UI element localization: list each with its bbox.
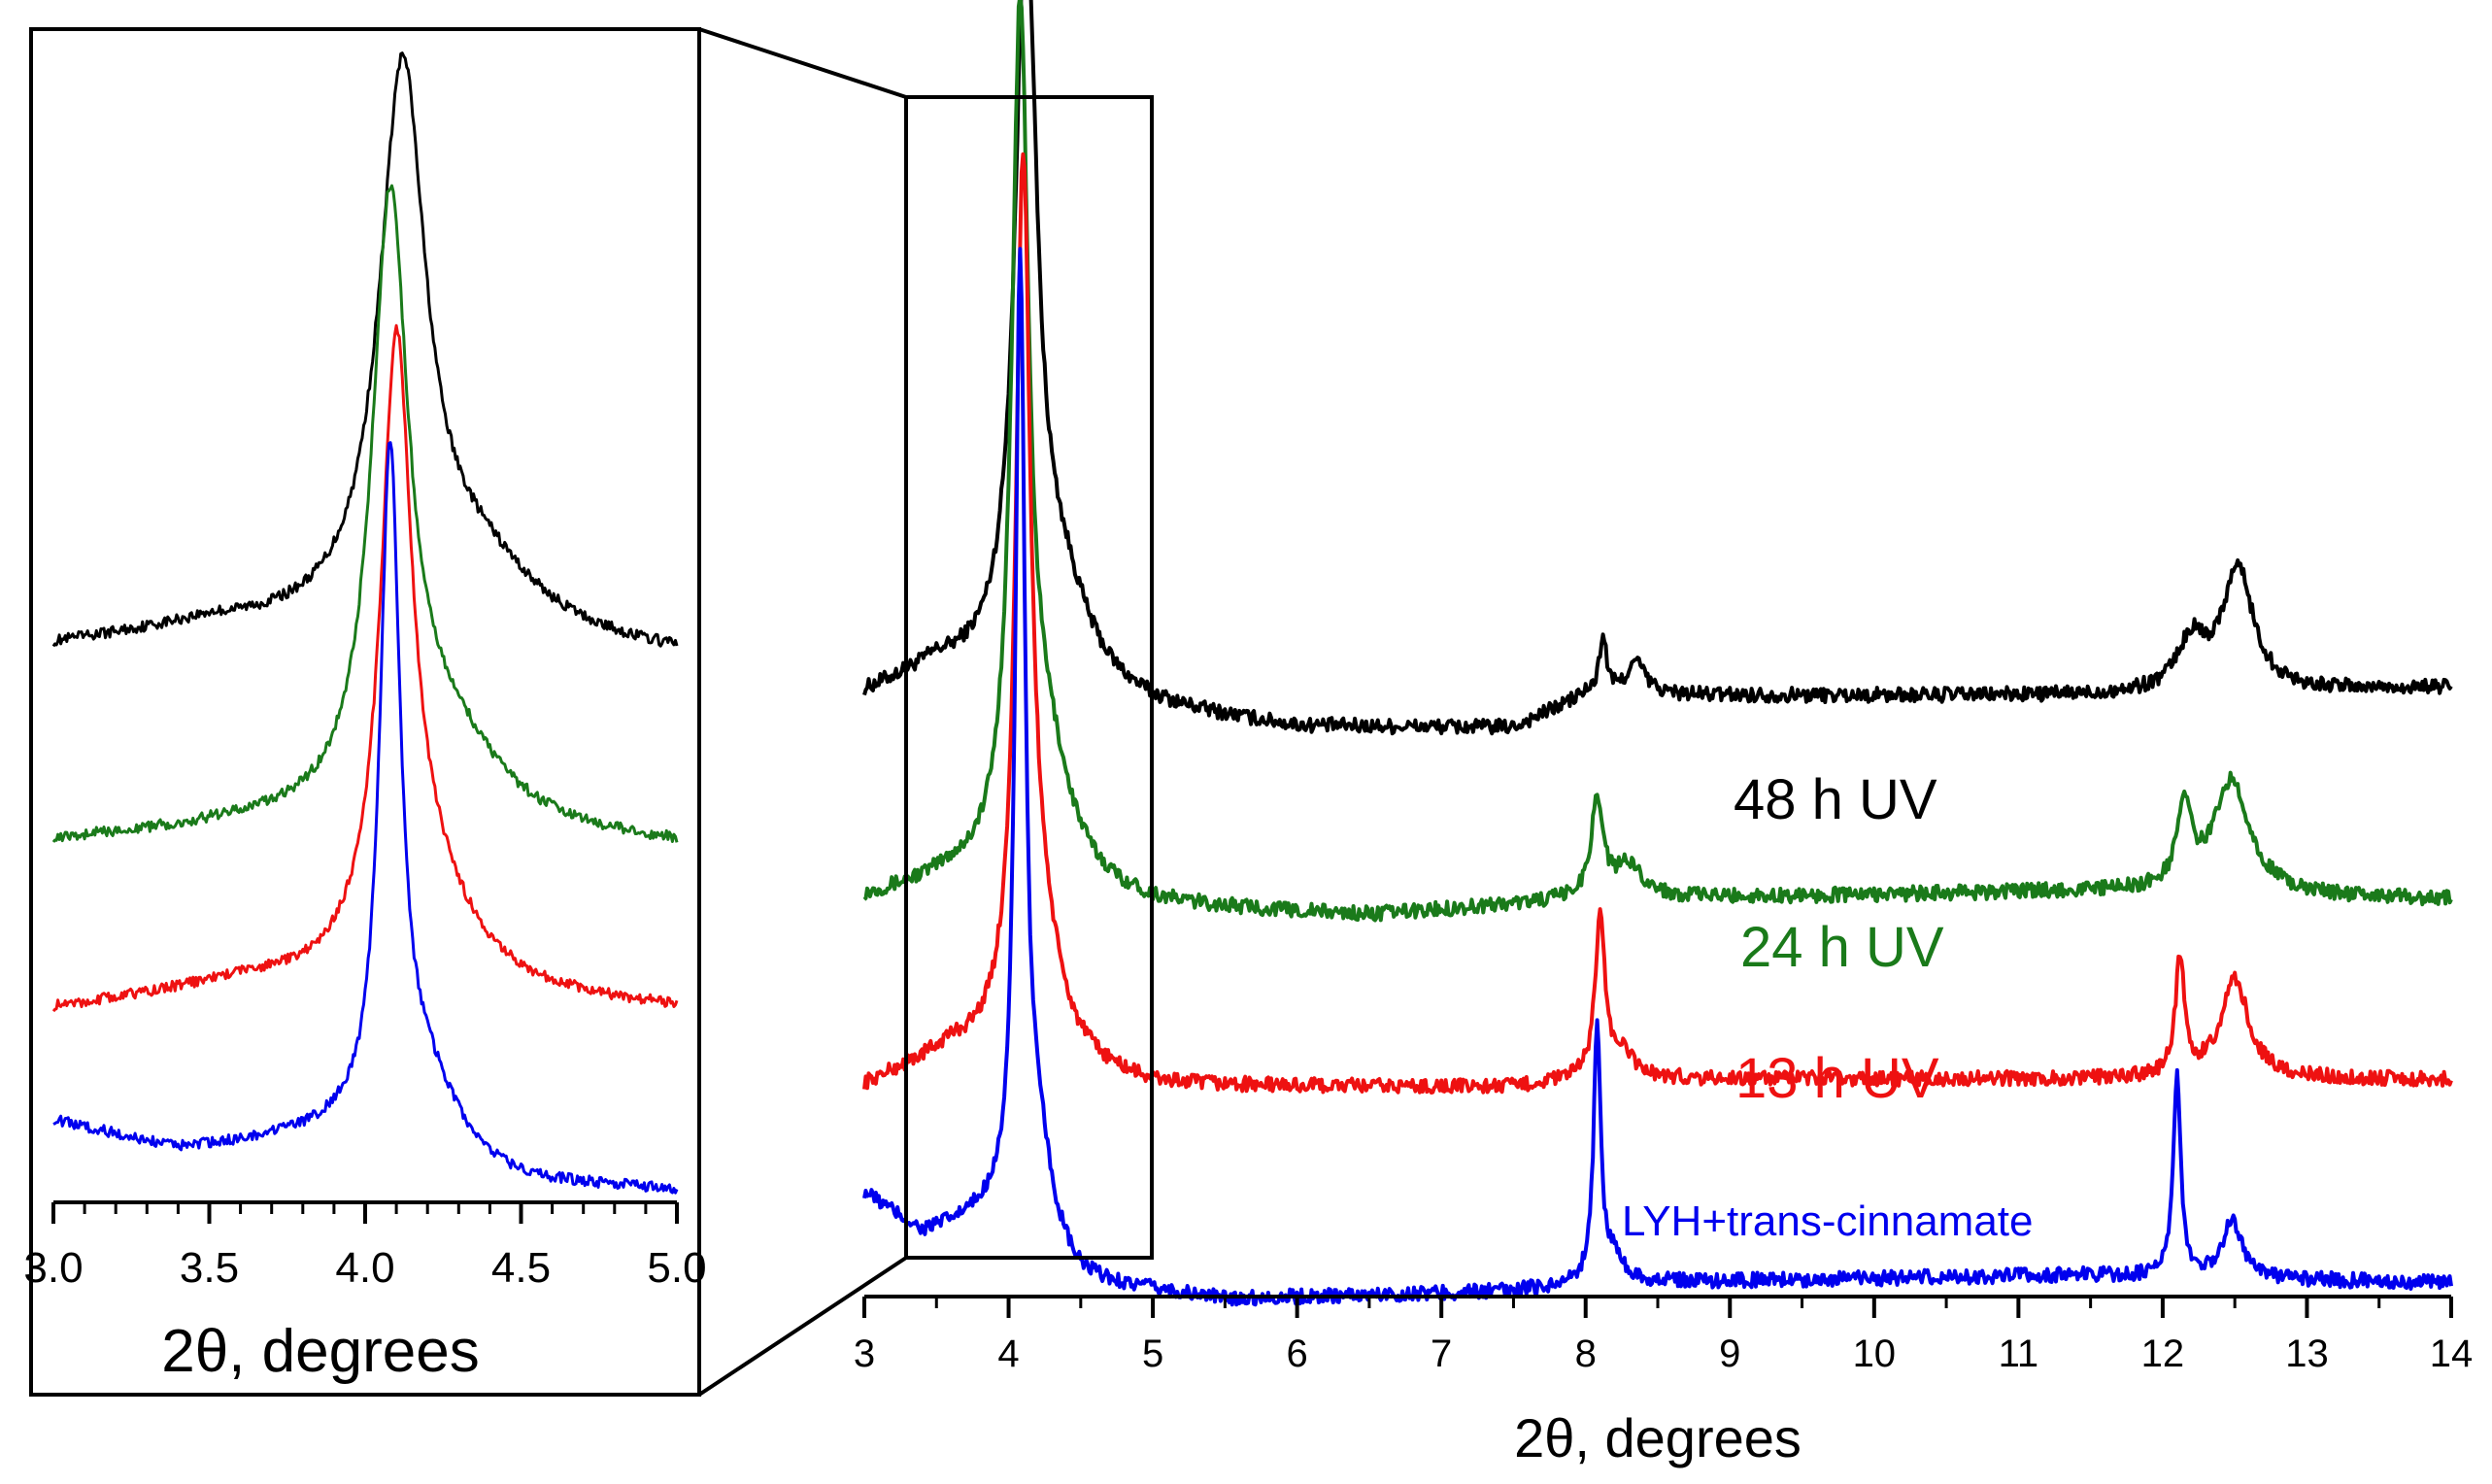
main-tick-label: 12 [2141, 1332, 2185, 1375]
inset-series-line-3 [52, 441, 679, 1195]
main-x-axis-title: 2θ, degrees [1514, 1407, 1802, 1468]
inset-x-ticks: 3.0 3.5 4.0 4.5 5.0 [23, 1202, 707, 1292]
inset-frame [29, 27, 701, 1397]
label-48h-uv: 48 h UV [1734, 768, 1937, 831]
zoom-connector-bottom [697, 1256, 908, 1397]
inset-x-axis-title: 2θ, degrees [161, 1318, 479, 1385]
main-tick-label: 11 [1999, 1332, 2039, 1375]
main-tick-label: 8 [1575, 1332, 1597, 1375]
inset-tick-label: 4.5 [491, 1244, 551, 1292]
inset-series-line-2 [51, 323, 679, 1013]
label-13h-uv: 13 h UV [1735, 1047, 1939, 1110]
main-tick-label: 6 [1287, 1332, 1308, 1375]
main-series-line-0 [862, 0, 2453, 736]
main-tick-label: 5 [1142, 1332, 1163, 1375]
main-series-line-1 [862, 0, 2453, 923]
main-tick-label: 7 [1431, 1332, 1452, 1375]
inset-series-line-1 [51, 184, 679, 843]
inset-tick-label: 5.0 [647, 1244, 706, 1292]
main-tick-label: 9 [1719, 1332, 1740, 1375]
main-tick-label: 14 [2430, 1332, 2474, 1375]
label-24h-uv: 24 h UV [1740, 916, 1944, 979]
inset-tick-label: 3.5 [180, 1244, 239, 1292]
main-series-line-3 [862, 247, 2453, 1307]
main-series-group [862, 0, 2453, 1307]
main-tick-label: 10 [1853, 1332, 1897, 1375]
inset-tick-label: 3.0 [23, 1244, 83, 1292]
zoom-connector-top [698, 27, 907, 99]
main-tick-label: 3 [854, 1332, 875, 1375]
main-tick-label: 13 [2285, 1332, 2329, 1375]
main-x-ticks: 3 4 5 6 7 8 9 10 11 12 13 14 [854, 1297, 2473, 1375]
inset-series-group [51, 51, 679, 1195]
label-lyh-trans-cinnamate: LYH+trans-cinnamate [1622, 1197, 2034, 1245]
inset-series-line-0 [51, 51, 679, 648]
zoom-region-box [904, 95, 1154, 1260]
inset-tick-label: 4.0 [335, 1244, 394, 1292]
main-tick-label: 4 [997, 1332, 1019, 1375]
main-series-line-2 [862, 152, 2453, 1095]
